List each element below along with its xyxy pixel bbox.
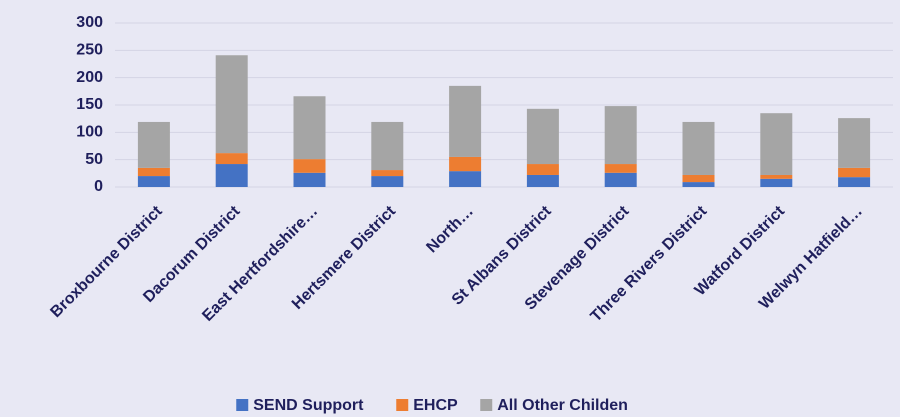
- bar-segment: [371, 170, 404, 177]
- y-tick-label: 150: [76, 96, 103, 113]
- bar-segment: [137, 121, 170, 168]
- legend-swatch: [236, 399, 249, 411]
- legend-swatch: [396, 399, 409, 411]
- bar-segment: [838, 118, 871, 168]
- bar-segment: [293, 159, 326, 173]
- y-tick-label: 0: [94, 178, 103, 195]
- bar-segment: [604, 172, 637, 187]
- bar-segment: [449, 171, 482, 187]
- bar-segment: [682, 174, 715, 183]
- bar-segment: [604, 164, 637, 173]
- bar-segment: [526, 164, 559, 175]
- bar-segment: [293, 96, 326, 160]
- bar-segment: [371, 176, 404, 187]
- bar-segment: [215, 55, 248, 154]
- bar-segment: [215, 153, 248, 165]
- bar-segment: [371, 121, 404, 171]
- bar-segment: [293, 172, 326, 187]
- y-tick-label: 200: [76, 69, 103, 86]
- x-tick-label: North…: [423, 203, 477, 257]
- bar-segment: [137, 176, 170, 187]
- bar-segment: [760, 174, 793, 179]
- legend-label: SEND Support: [253, 397, 364, 414]
- y-tick-label: 250: [76, 42, 103, 59]
- bar-segment: [838, 177, 871, 187]
- bar-segment: [682, 182, 715, 187]
- bar-segment: [838, 167, 871, 178]
- bar-segment: [526, 108, 559, 165]
- legend-label: EHCP: [413, 397, 458, 414]
- bar-segment: [760, 178, 793, 187]
- bar-segment: [604, 106, 637, 165]
- bar-segment: [682, 121, 715, 175]
- bar-segment: [449, 85, 482, 157]
- legend-swatch: [480, 399, 493, 411]
- y-tick-label: 50: [85, 151, 103, 168]
- legend-label: All Other Childen: [497, 397, 628, 414]
- bar-segment: [526, 174, 559, 187]
- bar-segment: [760, 113, 793, 175]
- y-tick-label: 300: [76, 14, 103, 31]
- bar-segment: [137, 167, 170, 177]
- bar-segment: [449, 156, 482, 172]
- y-tick-label: 100: [76, 124, 103, 141]
- bar-segment: [215, 164, 248, 187]
